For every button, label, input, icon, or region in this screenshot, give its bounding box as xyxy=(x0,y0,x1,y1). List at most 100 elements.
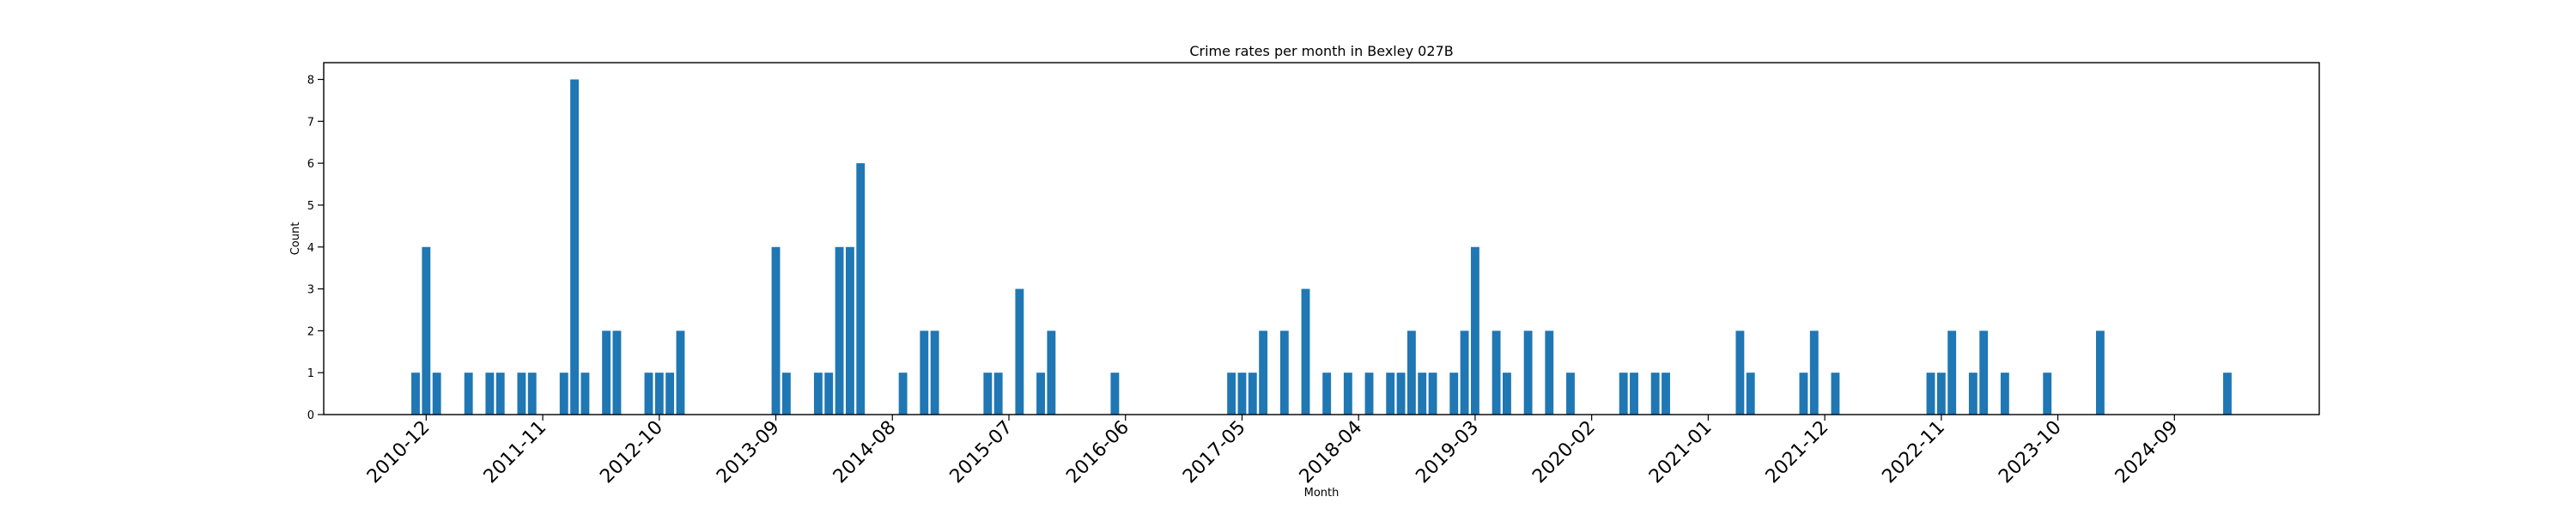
y-tick-label: 1 xyxy=(307,367,314,380)
bar-2012-01 xyxy=(559,373,568,415)
x-tick-label: 2015-07 xyxy=(946,417,1018,488)
bar-2018-08 xyxy=(1396,373,1406,415)
y-tick-label: 0 xyxy=(307,409,314,422)
bar-2019-05 xyxy=(1492,330,1501,415)
bar-2010-11 xyxy=(411,373,420,415)
bar-2020-06 xyxy=(1630,373,1638,415)
y-tick-label: 3 xyxy=(307,284,314,297)
bar-2017-11 xyxy=(1301,288,1310,415)
y-tick-label: 4 xyxy=(307,242,314,255)
bar-2011-10 xyxy=(527,373,537,415)
bar-2012-06 xyxy=(612,330,622,415)
bar-2014-09 xyxy=(898,373,908,415)
bar-2012-09 xyxy=(644,373,653,415)
bar-2012-10 xyxy=(654,373,664,415)
bar-2012-03 xyxy=(580,373,590,415)
x-tick-label: 2019-03 xyxy=(1412,417,1483,488)
bar-2019-12 xyxy=(1566,373,1575,415)
bar-2024-02 xyxy=(2095,330,2105,415)
bar-2018-07 xyxy=(1386,373,1395,415)
bar-2014-11 xyxy=(920,330,929,415)
bar-2018-11 xyxy=(1428,373,1437,415)
bar-2012-02 xyxy=(570,79,580,415)
bar-2021-11 xyxy=(1809,330,1819,415)
bar-2018-05 xyxy=(1364,373,1374,415)
bar-2022-10 xyxy=(1926,373,1935,415)
bar-2014-04 xyxy=(845,246,854,415)
bar-2017-05 xyxy=(1237,373,1247,415)
y-tick-label: 2 xyxy=(307,325,314,338)
x-tick-label: 2013-09 xyxy=(713,417,784,488)
bar-2021-05 xyxy=(1746,373,1755,415)
bar-2017-07 xyxy=(1259,330,1268,415)
bar-2015-05 xyxy=(983,373,993,415)
bar-2014-03 xyxy=(835,246,844,415)
bar-2014-01 xyxy=(813,373,823,415)
plot-frame xyxy=(323,62,2320,415)
bar-2023-03 xyxy=(1979,330,1989,415)
bar-2022-11 xyxy=(1936,373,1946,415)
bar-2023-09 xyxy=(2043,373,2052,415)
bar-2022-01 xyxy=(1831,373,1840,415)
bar-2021-10 xyxy=(1799,373,1808,415)
x-tick-label: 2021-12 xyxy=(1762,417,1833,488)
bar-2012-12 xyxy=(676,330,685,415)
x-tick-label: 2022-11 xyxy=(1878,417,1949,488)
bar-2017-04 xyxy=(1227,373,1236,415)
bar-2014-02 xyxy=(824,373,834,415)
x-tick-label: 2014-08 xyxy=(829,417,901,488)
bar-2015-06 xyxy=(993,373,1003,415)
x-tick-label: 2017-05 xyxy=(1179,417,1250,488)
bar-2018-10 xyxy=(1418,373,1427,415)
bar-2019-01 xyxy=(1449,373,1459,415)
x-tick-label: 2021-01 xyxy=(1645,417,1716,488)
bar-2020-08 xyxy=(1650,373,1660,415)
bars-group xyxy=(411,79,2232,415)
bar-2011-09 xyxy=(517,373,526,415)
bar-2012-05 xyxy=(602,330,611,415)
x-tick-label: 2011-11 xyxy=(480,417,551,488)
x-axis-label: Month xyxy=(1304,487,1340,500)
bar-2015-08 xyxy=(1015,288,1024,415)
bar-2019-02 xyxy=(1460,330,1469,415)
x-tick-label: 2024-09 xyxy=(2111,417,2183,488)
bar-2023-05 xyxy=(2000,373,2009,415)
bar-2021-04 xyxy=(1735,330,1745,415)
bar-2020-09 xyxy=(1662,373,1670,415)
bar-2020-05 xyxy=(1619,373,1628,415)
bar-2011-04 xyxy=(464,373,473,415)
y-tick-label: 5 xyxy=(307,200,314,213)
bar-2014-12 xyxy=(930,330,939,415)
bar-2013-10 xyxy=(781,373,791,415)
x-tick-label: 2023-10 xyxy=(1995,417,2066,488)
y-tick-label: 7 xyxy=(307,116,314,129)
bar-2015-10 xyxy=(1036,373,1045,415)
bar-2019-03 xyxy=(1470,246,1479,415)
bar-2017-06 xyxy=(1248,373,1257,415)
bar-2012-11 xyxy=(665,373,675,415)
bar-2017-09 xyxy=(1279,330,1289,415)
bar-2023-02 xyxy=(1968,373,1978,415)
bar-2018-03 xyxy=(1343,373,1352,415)
x-tick-label: 2020-02 xyxy=(1528,417,1600,488)
bar-2015-11 xyxy=(1047,330,1056,415)
bar-2014-05 xyxy=(856,163,866,415)
bar-2025-02 xyxy=(2223,373,2232,415)
x-tick-label: 2018-04 xyxy=(1296,417,1367,488)
bar-2011-06 xyxy=(485,373,495,415)
y-tick-label: 6 xyxy=(307,158,314,171)
bar-2011-07 xyxy=(495,373,505,415)
bar-2019-08 xyxy=(1523,330,1533,415)
x-tick-label: 2012-10 xyxy=(596,417,667,488)
bar-2019-06 xyxy=(1503,373,1511,415)
bar-2018-01 xyxy=(1322,373,1332,415)
bar-2016-05 xyxy=(1110,373,1120,415)
bar-2018-09 xyxy=(1406,330,1416,415)
bar-2010-12 xyxy=(422,246,431,415)
bar-2013-09 xyxy=(771,246,781,415)
bar-2011-01 xyxy=(432,373,441,415)
x-tick-label: 2016-06 xyxy=(1062,417,1133,488)
bar-2019-10 xyxy=(1545,330,1554,415)
chart-title: Crime rates per month in Bexley 027B xyxy=(1189,43,1453,59)
bar-2022-12 xyxy=(1947,330,1957,415)
